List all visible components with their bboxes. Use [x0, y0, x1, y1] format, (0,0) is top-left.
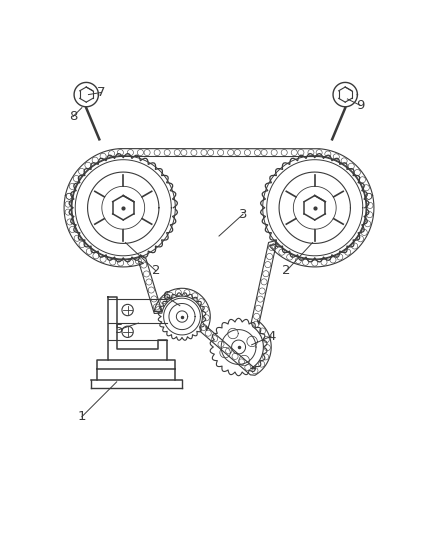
- Text: 9: 9: [356, 99, 364, 112]
- Text: 2: 2: [282, 264, 291, 277]
- Text: 3: 3: [239, 208, 247, 221]
- Text: 7: 7: [97, 86, 106, 99]
- Text: 1: 1: [78, 410, 86, 423]
- Text: 6: 6: [162, 290, 171, 303]
- Text: 8: 8: [69, 110, 78, 123]
- Text: 2: 2: [152, 264, 160, 277]
- Text: 5: 5: [115, 323, 123, 336]
- Text: 4: 4: [267, 329, 276, 343]
